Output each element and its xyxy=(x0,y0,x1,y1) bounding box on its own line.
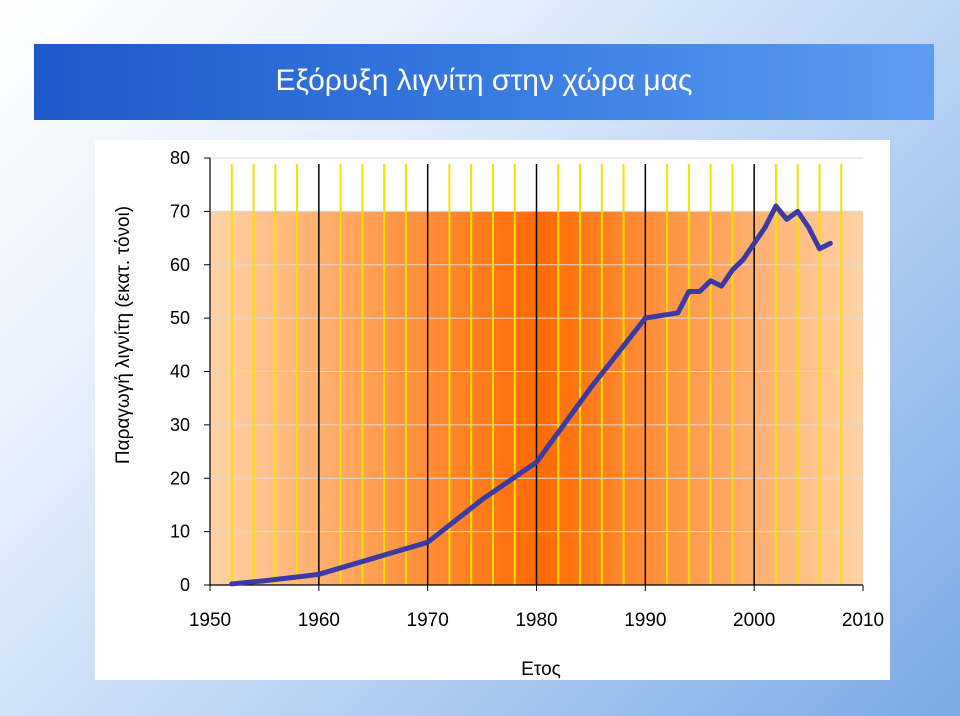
data-point xyxy=(589,386,593,390)
data-point xyxy=(371,556,375,560)
data-point xyxy=(535,460,538,464)
y-tick-label: 10 xyxy=(170,522,190,542)
data-point xyxy=(807,225,811,229)
x-axis-label: Ετος xyxy=(521,659,561,680)
x-tick-label: 1980 xyxy=(515,610,557,631)
y-tick-label: 40 xyxy=(170,362,190,382)
y-tick-label: 30 xyxy=(170,415,190,435)
data-point xyxy=(480,498,484,502)
x-tick-label: 1960 xyxy=(298,610,340,631)
data-point xyxy=(774,204,778,208)
data-point xyxy=(785,217,789,221)
data-point xyxy=(828,241,832,245)
y-tick-label: 80 xyxy=(170,148,190,168)
x-tick-label: 2000 xyxy=(733,610,775,631)
x-tick-label: 2010 xyxy=(842,610,884,631)
x-tick-label: 1950 xyxy=(189,610,231,631)
data-point xyxy=(230,582,234,586)
data-point xyxy=(730,268,734,272)
y-tick-label: 60 xyxy=(170,255,190,275)
data-point xyxy=(698,289,702,293)
x-tick-label: 1990 xyxy=(624,610,666,631)
data-point xyxy=(741,257,745,261)
data-point xyxy=(709,279,713,283)
data-point xyxy=(720,284,724,288)
data-point xyxy=(295,575,299,579)
title-banner: Εξόρυξη λιγνίτη στην χώρα μας xyxy=(34,44,934,120)
data-point xyxy=(317,572,321,576)
data-point xyxy=(426,540,430,544)
slide-title: Εξόρυξη λιγνίτη στην χώρα μας xyxy=(275,64,693,97)
y-tick-label: 20 xyxy=(170,468,190,488)
y-axis-label: Παραγωγή λιγνίτη (εκατ. τόνοι) xyxy=(113,205,134,465)
y-tick-label: 70 xyxy=(170,201,190,221)
data-point xyxy=(676,311,680,315)
chart-panel: 0 10 20 30 40 50 60 70 80 1950 1960 1970 1980 1990 200… xyxy=(95,140,890,680)
data-point xyxy=(817,247,821,251)
data-point xyxy=(687,289,691,293)
data-point xyxy=(262,579,266,583)
line-chart: 0 10 20 30 40 50 60 70 80 1950 1960 1970 1980 1990 200… xyxy=(170,148,884,680)
data-point xyxy=(796,209,800,213)
data-point xyxy=(752,241,756,245)
x-tick-label: 1970 xyxy=(407,610,449,631)
data-point xyxy=(763,225,767,229)
data-point xyxy=(643,316,647,320)
y-tick-label: 50 xyxy=(170,308,190,328)
y-tick-label: 0 xyxy=(180,575,190,595)
